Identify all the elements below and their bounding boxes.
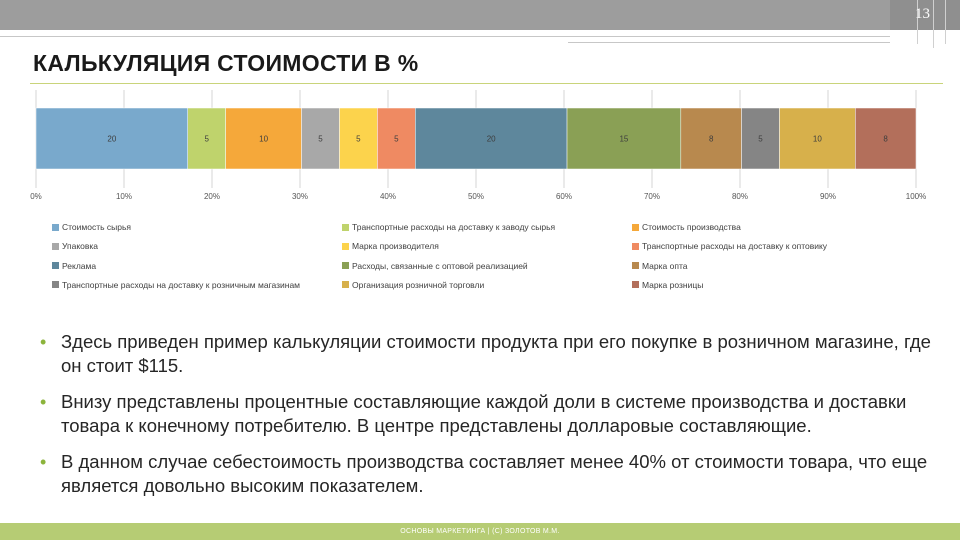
footer-bar	[0, 523, 960, 540]
bar-segment	[779, 107, 856, 170]
x-tick-label: 60%	[556, 192, 572, 201]
legend-label: Расходы, связанные с оптовой реализацией	[352, 260, 528, 271]
x-tick-label: 40%	[380, 192, 396, 201]
legend-swatch	[342, 223, 349, 231]
legend-label: Марка производителя	[352, 241, 439, 252]
data-label: 5	[356, 135, 361, 144]
x-tick-label: 70%	[644, 192, 660, 201]
page-number-box	[890, 0, 960, 30]
data-label: 5	[318, 135, 323, 144]
data-label: 8	[709, 135, 714, 144]
bullet-item: • В данном случае себестоимость производ…	[38, 450, 938, 498]
legend-item: Транспортные расходы на доставку к оптов…	[632, 241, 827, 251]
data-label: 10	[813, 135, 822, 144]
bar-segment	[566, 107, 682, 170]
bullet-item: • Здесь приведен пример калькуляции стои…	[38, 330, 938, 378]
bar-segment	[855, 107, 917, 170]
decor-line	[945, 0, 946, 44]
header-rule	[0, 36, 890, 37]
legend-label: Организация розничной торговли	[352, 279, 485, 290]
legend-swatch	[52, 223, 59, 231]
top-bar	[0, 0, 960, 30]
legend-label: Реклама	[62, 260, 97, 271]
bar-segment	[377, 107, 416, 170]
legend-item: Марка производителя	[342, 241, 439, 251]
bullet-marker: •	[40, 452, 47, 472]
legend-swatch	[632, 262, 639, 270]
legend-item: Транспортные расходы на доставку к завод…	[342, 222, 555, 232]
chart-legend: Стоимость сырья Транспортные расходы на д…	[52, 222, 922, 302]
legend-swatch	[342, 281, 349, 289]
data-label: 8	[883, 135, 888, 144]
bar-segment	[301, 107, 340, 170]
bullet-text: Здесь приведен пример калькуляции стоимо…	[61, 331, 931, 376]
legend-swatch	[632, 242, 639, 250]
legend-label: Стоимость производства	[642, 222, 741, 232]
bullet-marker: •	[40, 392, 47, 412]
bar-segment	[339, 107, 378, 170]
data-label: 15	[619, 135, 628, 144]
legend-item: Организация розничной торговли	[342, 280, 484, 290]
stacked-bar-chart: 0% 10% 20% 30% 40% 50% 60% 70% 80% 90% 100% 20 5 10 5 5…	[30, 90, 926, 201]
legend-label: Транспортные расходы на доставку к оптов…	[642, 241, 828, 252]
bullet-text: В данном случае себестоимость производст…	[61, 451, 928, 496]
bullet-marker: •	[40, 332, 47, 352]
legend-item: Упаковка	[52, 241, 98, 251]
legend-swatch	[52, 242, 59, 250]
bar-segment	[225, 107, 302, 170]
legend-label: Стоимость сырья	[62, 222, 132, 232]
data-label: 20	[107, 135, 116, 144]
x-tick-label: 20%	[204, 192, 220, 201]
data-label: 10	[259, 135, 268, 144]
data-label: 5	[394, 135, 399, 144]
page-title: КАЛЬКУЛЯЦИЯ СТОИМОСТИ В %	[33, 50, 419, 76]
decor-line	[917, 0, 918, 44]
data-label: 20	[487, 135, 496, 144]
x-tick-label: 10%	[116, 192, 132, 201]
legend-item: Стоимость сырья	[52, 222, 131, 232]
legend-swatch	[52, 281, 59, 289]
legend-label: Марка опта	[642, 260, 688, 271]
bar-segment	[187, 107, 226, 170]
bar-segment	[415, 107, 568, 170]
x-tick-label: 90%	[820, 192, 836, 201]
legend-swatch	[342, 262, 349, 270]
legend-item: Транспортные расходы на доставку к розни…	[52, 280, 300, 290]
legend-item: Марка опта	[632, 261, 687, 271]
decor-line	[933, 0, 934, 48]
x-tick-label: 30%	[292, 192, 308, 201]
x-tick-label: 80%	[732, 192, 748, 201]
bullet-list: • Здесь приведен пример калькуляции стои…	[38, 330, 938, 510]
bar-segment	[35, 107, 188, 170]
data-label: 5	[204, 135, 209, 144]
legend-label: Транспортные расходы на доставку к завод…	[352, 222, 556, 232]
bar-segment	[680, 107, 742, 170]
bar-segment	[741, 107, 780, 170]
header-rule	[568, 42, 890, 43]
bullet-item: • Внизу представлены процентные составля…	[38, 390, 938, 438]
legend-swatch	[632, 281, 639, 289]
legend-item: Стоимость производства	[632, 222, 741, 232]
x-tick-label: 100%	[906, 192, 926, 201]
legend-label: Марка розницы	[642, 279, 704, 290]
footer-text: ОСНОВЫ МАРКЕТИНГА | (С) ЗОЛОТОВ М.М.	[400, 528, 560, 535]
legend-label: Транспортные расходы на доставку к розни…	[62, 279, 301, 290]
page-number: 13	[915, 6, 930, 22]
title-underline	[30, 83, 943, 84]
legend-item: Расходы, связанные с оптовой реализацией	[342, 261, 528, 271]
x-tick-label: 50%	[468, 192, 484, 201]
data-label: 5	[758, 135, 763, 144]
legend-swatch	[342, 242, 349, 250]
x-tick-label: 0%	[30, 192, 42, 201]
legend-item: Марка розницы	[632, 280, 703, 290]
legend-label: Упаковка	[62, 241, 99, 252]
legend-item: Реклама	[52, 261, 96, 271]
legend-swatch	[632, 223, 639, 231]
bullet-text: Внизу представлены процентные составляющ…	[61, 391, 907, 436]
legend-swatch	[52, 262, 59, 270]
